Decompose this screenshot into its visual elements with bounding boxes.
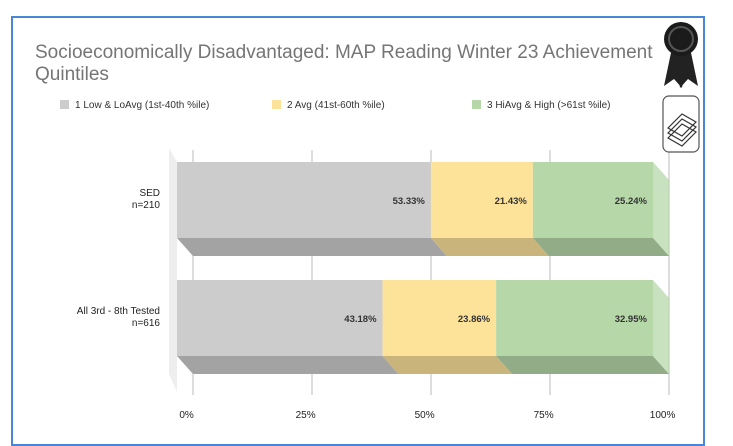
legend-label: 2 Avg (41st-60th %ile) bbox=[287, 100, 385, 111]
chart-svg: 1 Low & LoAvg (1st-40th %ile) 2 Avg (41st… bbox=[60, 22, 700, 421]
category-label: All 3rd - 8th Tested bbox=[77, 306, 160, 317]
legend-swatch bbox=[272, 100, 281, 109]
award-ribbon-icon bbox=[664, 22, 698, 88]
bar-segment bbox=[177, 280, 383, 356]
legend: 1 Low & LoAvg (1st-40th %ile) 2 Avg (41st… bbox=[60, 100, 610, 111]
bar-segment bbox=[177, 162, 431, 238]
x-axis: 0% 25% 50% 75% 100% bbox=[179, 410, 675, 421]
category-sublabel: n=616 bbox=[132, 318, 161, 329]
data-label: 32.95% bbox=[615, 314, 648, 325]
legend-label: 1 Low & LoAvg (1st-40th %ile) bbox=[75, 100, 209, 111]
bar-segment-bottom bbox=[496, 356, 669, 374]
bar-segment-bottom bbox=[430, 238, 549, 256]
bar-segment bbox=[430, 162, 533, 238]
bar-segment-bottom bbox=[177, 238, 447, 256]
bar-end-cap bbox=[653, 162, 669, 256]
legend-label: 3 HiAvg & High (>61st %ile) bbox=[487, 100, 610, 111]
data-label: 23.86% bbox=[458, 314, 491, 325]
legend-swatch bbox=[472, 100, 481, 109]
bar-segment-bottom bbox=[382, 356, 513, 374]
bar-segment-bottom bbox=[177, 356, 399, 374]
x-tick-label: 75% bbox=[534, 410, 554, 421]
plot-area: 53.33% 21.43% 25.24% 43.18% 23.86% 32.95% bbox=[169, 148, 670, 395]
chart-wall bbox=[169, 148, 177, 392]
data-label: 53.33% bbox=[393, 196, 426, 207]
category-sublabel: n=210 bbox=[132, 200, 161, 211]
data-label: 25.24% bbox=[615, 196, 648, 207]
bar-segment bbox=[382, 280, 497, 356]
category-label: SED bbox=[139, 188, 160, 199]
legend-swatch bbox=[60, 100, 69, 109]
x-tick-label: 0% bbox=[179, 410, 194, 421]
data-label: 21.43% bbox=[495, 196, 528, 207]
bar-end-cap bbox=[652, 280, 669, 374]
x-tick-label: 25% bbox=[296, 410, 316, 421]
bar-segment bbox=[532, 162, 653, 238]
data-label: 43.18% bbox=[344, 314, 377, 325]
x-tick-label: 100% bbox=[650, 410, 676, 421]
bar-segment-bottom bbox=[532, 238, 669, 256]
x-tick-label: 50% bbox=[415, 410, 435, 421]
chart-title: Socioeconomically Disadvantaged: MAP Rea… bbox=[35, 42, 653, 85]
bar-segment bbox=[496, 280, 653, 356]
3d-chart-icon[interactable] bbox=[662, 95, 700, 153]
